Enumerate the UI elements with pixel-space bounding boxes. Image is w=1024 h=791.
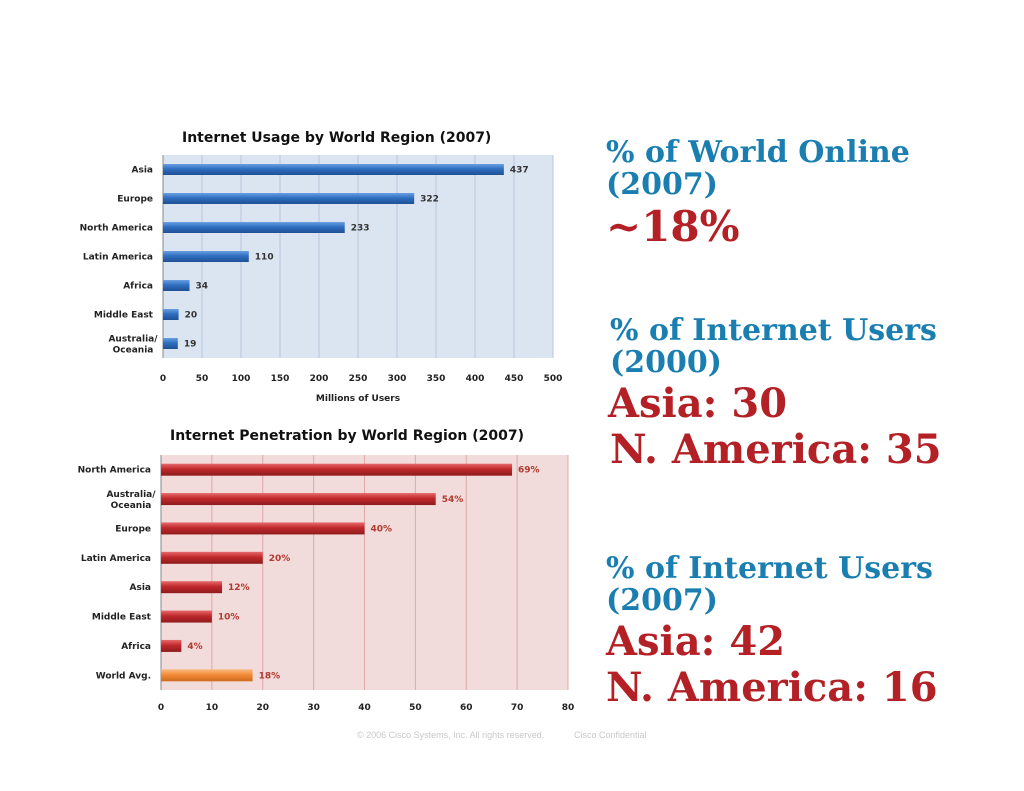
penetration-tick-label: 80 bbox=[562, 703, 575, 713]
stat-users-2000-label-line2: (2000) bbox=[610, 345, 722, 380]
penetration-category-label: Asia bbox=[130, 583, 151, 593]
usage-chart: 0 50 100 150 200 250 300 350 400 450 500 Asia 437 Eur… bbox=[80, 155, 563, 404]
usage-category-label: Asia bbox=[132, 166, 153, 176]
stat-users-2000-label-line1: % of Internet Users bbox=[610, 313, 937, 348]
penetration-value-label: 54% bbox=[442, 495, 464, 505]
usage-category-label: North America bbox=[80, 224, 153, 234]
penetration-tick-label: 60 bbox=[460, 703, 473, 713]
stat-users-2007-label-line1: % of Internet Users bbox=[606, 551, 933, 586]
usage-tick-label: 350 bbox=[427, 374, 446, 384]
penetration-tick-label: 70 bbox=[511, 703, 524, 713]
usage-tick-label: 200 bbox=[310, 374, 329, 384]
usage-category-label: Australia/ bbox=[108, 335, 158, 345]
usage-value-label: 110 bbox=[255, 253, 274, 263]
penetration-value-label: 4% bbox=[187, 642, 202, 652]
penetration-category-label: World Avg. bbox=[96, 671, 151, 681]
usage-tick-label: 250 bbox=[349, 374, 368, 384]
penetration-value-label: 10% bbox=[218, 613, 240, 623]
penetration-category-label: Oceania bbox=[111, 501, 152, 511]
usage-value-label: 437 bbox=[510, 166, 529, 176]
penetration-value-label: 40% bbox=[371, 524, 393, 534]
stat-users-2007-asia: Asia: 42 bbox=[606, 618, 786, 665]
usage-category-label: Europe bbox=[117, 195, 153, 205]
penetration-chart-title: Internet Penetration by World Region (20… bbox=[170, 428, 525, 444]
penetration-category-label: Europe bbox=[115, 524, 151, 534]
usage-category-label: Africa bbox=[123, 282, 153, 292]
usage-category-label: Middle East bbox=[94, 311, 154, 321]
usage-bar bbox=[163, 251, 249, 262]
penetration-tick-label: 20 bbox=[256, 703, 269, 713]
penetration-tick-label: 30 bbox=[307, 703, 320, 713]
penetration-chart: 0 10 20 30 40 50 60 70 80 North America 69% Austral… bbox=[78, 455, 575, 713]
usage-tick-label: 400 bbox=[466, 374, 485, 384]
usage-value-label: 322 bbox=[420, 195, 439, 205]
penetration-value-label: 18% bbox=[259, 671, 281, 681]
penetration-bar bbox=[161, 493, 436, 506]
stat-world-online-value: ~18% bbox=[606, 202, 740, 251]
stat-users-2000-namerica: N. America: 35 bbox=[610, 426, 942, 473]
usage-bar bbox=[163, 338, 178, 349]
penetration-tick-label: 40 bbox=[358, 703, 371, 713]
penetration-bar bbox=[161, 639, 182, 652]
stat-users-2007-label: % of Internet Users (2007) bbox=[606, 553, 933, 617]
stat-users-2000-label: % of Internet Users (2000) bbox=[610, 315, 937, 379]
penetration-bar bbox=[161, 610, 212, 623]
penetration-value-label: 12% bbox=[228, 583, 250, 593]
stat-world-online-label: % of World Online (2007) bbox=[606, 137, 910, 201]
footer-copyright: © 2006 Cisco Systems, Inc. All rights re… bbox=[357, 730, 545, 740]
penetration-value-label: 69% bbox=[518, 466, 540, 476]
penetration-category-label: North America bbox=[78, 466, 151, 476]
penetration-tick-label: 10 bbox=[206, 703, 219, 713]
stat-users-2007-namerica: N. America: 16 bbox=[606, 664, 938, 711]
usage-value-label: 233 bbox=[351, 224, 370, 234]
stat-users-2007-label-line2: (2007) bbox=[606, 583, 718, 618]
usage-bar bbox=[163, 309, 179, 320]
stat-world-online-label-line1: % of World Online bbox=[606, 135, 910, 170]
footer-confidential: Cisco Confidential bbox=[574, 730, 647, 740]
penetration-category-label: Latin America bbox=[81, 554, 151, 564]
penetration-tick-label: 50 bbox=[409, 703, 422, 713]
penetration-category-label: Middle East bbox=[92, 613, 152, 623]
penetration-tick-label: 0 bbox=[158, 703, 164, 713]
usage-bar bbox=[163, 222, 345, 233]
usage-tick-label: 50 bbox=[196, 374, 209, 384]
penetration-category-label: Australia/ bbox=[106, 490, 156, 500]
usage-value-label: 34 bbox=[196, 282, 209, 292]
usage-x-axis-label: Millions of Users bbox=[316, 394, 400, 404]
usage-tick-label: 0 bbox=[160, 374, 166, 384]
usage-chart-title: Internet Usage by World Region (2007) bbox=[182, 130, 492, 146]
stat-world-online-label-line2: (2007) bbox=[606, 167, 718, 202]
penetration-bar bbox=[161, 551, 263, 564]
usage-tick-label: 450 bbox=[505, 374, 524, 384]
penetration-bar bbox=[161, 463, 513, 476]
usage-tick-label: 100 bbox=[232, 374, 251, 384]
usage-tick-label: 150 bbox=[271, 374, 290, 384]
usage-bar bbox=[163, 164, 504, 175]
usage-category-label: Oceania bbox=[113, 346, 154, 356]
penetration-bar bbox=[161, 581, 223, 594]
penetration-category-label: Africa bbox=[121, 642, 151, 652]
usage-tick-label: 300 bbox=[388, 374, 407, 384]
stat-users-2000-asia: Asia: 30 bbox=[608, 380, 788, 427]
penetration-bar bbox=[161, 522, 365, 535]
usage-value-label: 20 bbox=[185, 311, 198, 321]
usage-value-label: 19 bbox=[184, 340, 197, 350]
penetration-bar bbox=[161, 669, 253, 682]
usage-bar bbox=[163, 193, 415, 204]
penetration-value-label: 20% bbox=[269, 554, 291, 564]
usage-tick-label: 500 bbox=[544, 374, 563, 384]
usage-category-label: Latin America bbox=[83, 253, 153, 263]
usage-bar bbox=[163, 280, 190, 291]
